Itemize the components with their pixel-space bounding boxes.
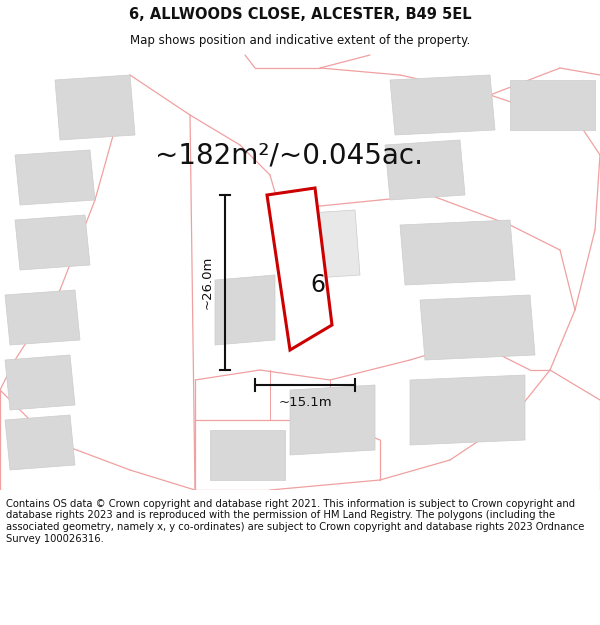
Text: Map shows position and indicative extent of the property.: Map shows position and indicative extent… [130,34,470,47]
Polygon shape [5,355,75,410]
Polygon shape [290,385,375,455]
Polygon shape [55,75,135,140]
Polygon shape [280,210,360,280]
Polygon shape [5,290,80,345]
Polygon shape [400,220,515,285]
Polygon shape [5,415,75,470]
Polygon shape [15,215,90,270]
Polygon shape [215,275,275,345]
Text: ~15.1m: ~15.1m [278,396,332,409]
Text: 6, ALLWOODS CLOSE, ALCESTER, B49 5EL: 6, ALLWOODS CLOSE, ALCESTER, B49 5EL [128,7,472,22]
Polygon shape [385,140,465,200]
Text: ~182m²/~0.045ac.: ~182m²/~0.045ac. [155,141,423,169]
Text: ~26.0m: ~26.0m [200,256,214,309]
Text: 6: 6 [311,273,325,297]
Polygon shape [267,188,332,350]
Polygon shape [390,75,495,135]
Text: Contains OS data © Crown copyright and database right 2021. This information is : Contains OS data © Crown copyright and d… [6,499,584,544]
Polygon shape [510,80,595,130]
Polygon shape [410,375,525,445]
Polygon shape [15,150,95,205]
Polygon shape [420,295,535,360]
Polygon shape [210,430,285,480]
